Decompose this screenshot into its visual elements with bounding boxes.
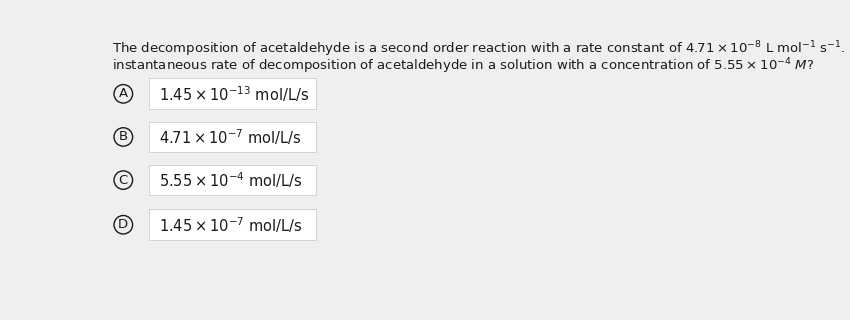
Circle shape (114, 84, 133, 103)
Text: $5.55\times10^{-4}$ mol/L/s: $5.55\times10^{-4}$ mol/L/s (159, 170, 303, 190)
Text: The decomposition of acetaldehyde is a second order reaction with a rate constan: The decomposition of acetaldehyde is a s… (112, 40, 850, 60)
Circle shape (114, 128, 133, 146)
Text: instantaneous rate of decomposition of acetaldehyde in a solution with a concent: instantaneous rate of decomposition of a… (112, 57, 815, 76)
Text: A: A (119, 87, 128, 100)
Circle shape (114, 171, 133, 189)
FancyBboxPatch shape (149, 78, 315, 109)
Text: D: D (118, 218, 128, 231)
Text: $1.45\times10^{-7}$ mol/L/s: $1.45\times10^{-7}$ mol/L/s (159, 215, 303, 235)
Text: $4.71\times10^{-7}$ mol/L/s: $4.71\times10^{-7}$ mol/L/s (159, 127, 302, 147)
Text: C: C (119, 173, 128, 187)
Circle shape (114, 215, 133, 234)
FancyBboxPatch shape (149, 165, 315, 196)
FancyBboxPatch shape (149, 122, 315, 152)
Text: B: B (119, 131, 128, 143)
FancyBboxPatch shape (149, 209, 315, 240)
Text: $1.45\times10^{-13}$ mol/L/s: $1.45\times10^{-13}$ mol/L/s (159, 84, 309, 104)
